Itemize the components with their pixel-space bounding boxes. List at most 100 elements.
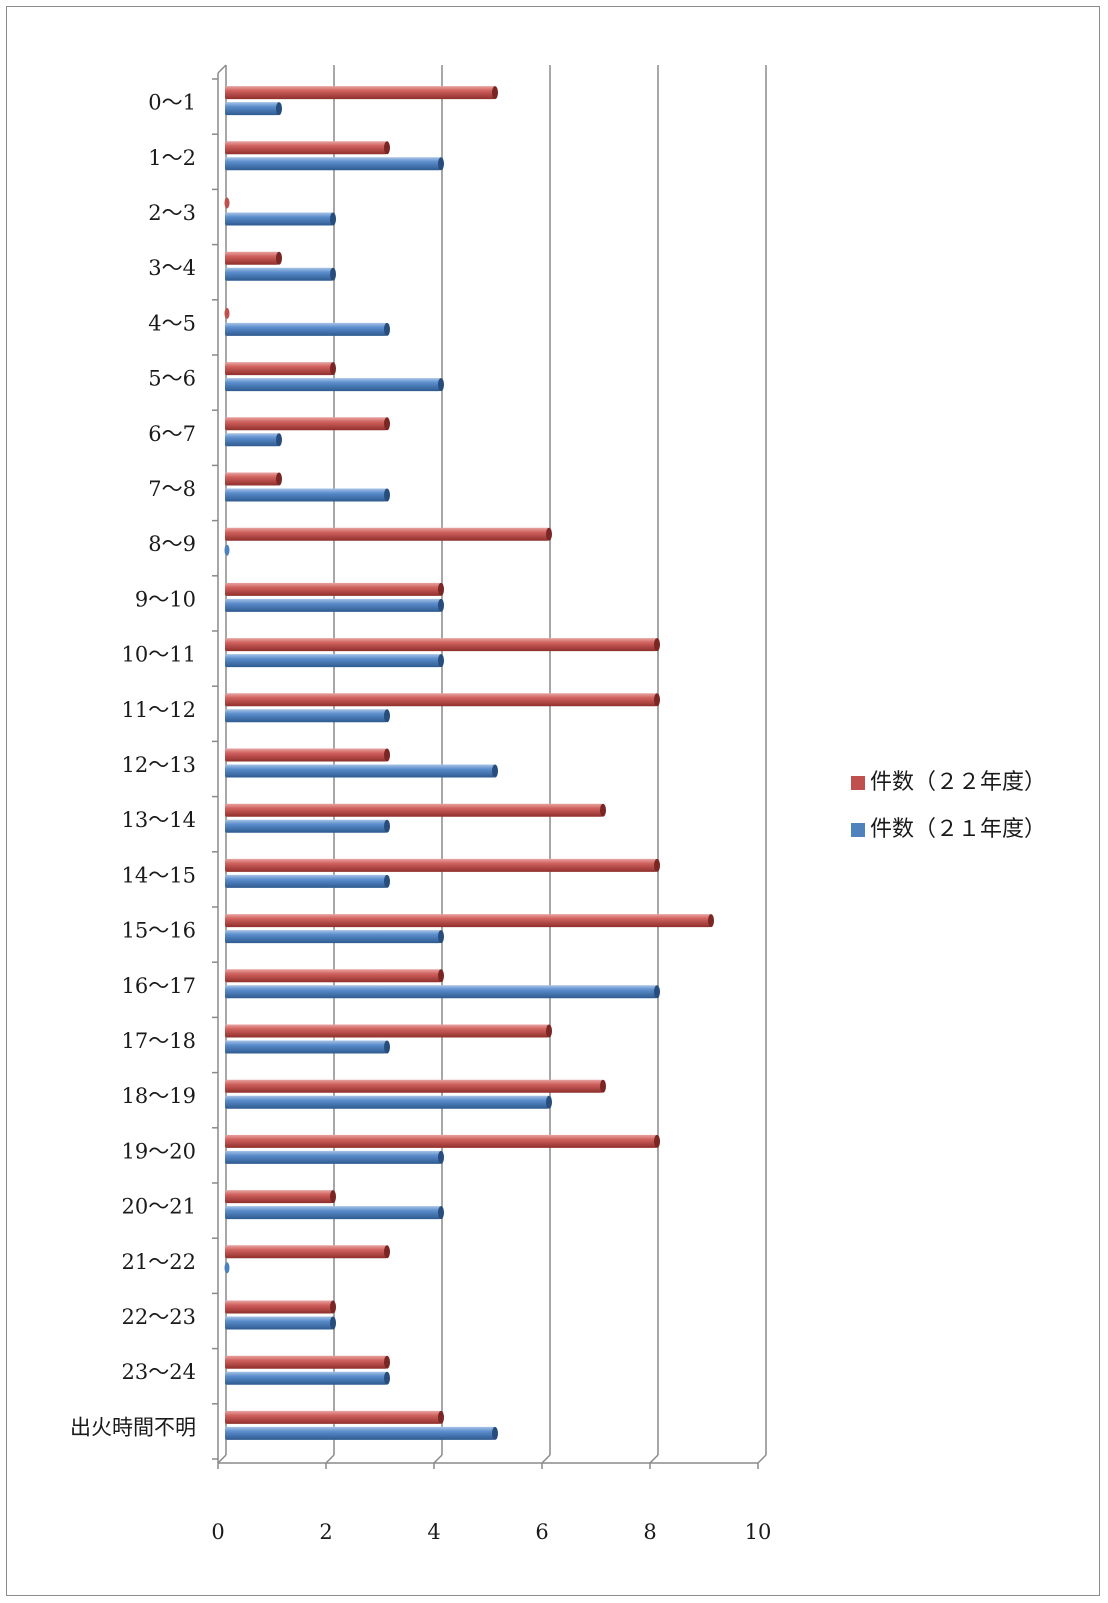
bar [225, 1426, 498, 1440]
bar [225, 1355, 390, 1369]
floor-edge [541, 1454, 551, 1464]
bar-cap [654, 638, 660, 652]
bar-cap [384, 748, 390, 762]
bar [225, 819, 390, 833]
bar-body [225, 322, 387, 336]
bar [225, 709, 390, 723]
category-label: 15～16 [122, 919, 196, 943]
bar [224, 307, 230, 319]
bar-cap [654, 858, 660, 872]
category-label: 4～5 [148, 311, 196, 335]
bar [225, 930, 444, 944]
chart-frame [6, 6, 1100, 1596]
category-label: 8～9 [148, 532, 196, 556]
bar-body [225, 709, 387, 723]
legend-swatch [851, 776, 865, 790]
category-label: 18～19 [122, 1084, 196, 1108]
legend-swatch [851, 823, 865, 837]
bar-body [225, 803, 603, 817]
x-tick-label: 10 [745, 1520, 772, 1544]
category-label: 22～23 [122, 1305, 196, 1329]
bar [225, 1095, 552, 1109]
bar-body [225, 527, 549, 541]
bar-body [225, 1426, 495, 1440]
bar-cap [600, 1079, 606, 1093]
bar-cap [384, 819, 390, 833]
bar [225, 1190, 336, 1204]
bar [225, 417, 390, 431]
category-label: 2～3 [148, 201, 196, 225]
x-tick-label: 6 [535, 1520, 548, 1544]
bar-body [225, 212, 333, 226]
bar-body [225, 1245, 387, 1259]
bar [225, 1245, 390, 1259]
bar [225, 638, 660, 652]
category-label: 出火時間不明 [70, 1415, 196, 1439]
bar-cap [384, 1040, 390, 1054]
legend-label: 件数（２２年度） [870, 770, 1046, 795]
bar [224, 1262, 230, 1274]
bar-cap [438, 930, 444, 944]
bar-cap [224, 544, 230, 556]
category-label: 12～13 [122, 753, 196, 777]
bar [225, 212, 336, 226]
bar-cap [330, 267, 336, 281]
category-label: 11～12 [122, 698, 196, 722]
wall-top-edge [217, 64, 227, 74]
bar-cap [276, 251, 282, 265]
bar [225, 582, 444, 596]
bar [225, 267, 336, 281]
category-label: 10～11 [122, 643, 196, 667]
bars [224, 86, 714, 1440]
bar-body [225, 1371, 387, 1385]
bar-body [225, 1024, 549, 1038]
bar [225, 803, 606, 817]
x-tick-label: 0 [211, 1520, 224, 1544]
bar-cap [330, 1190, 336, 1204]
bar-cap [384, 1245, 390, 1259]
bar-body [225, 472, 279, 486]
bar [225, 157, 444, 171]
bar [225, 1134, 660, 1148]
bar-cap [384, 417, 390, 431]
bar-cap [492, 764, 498, 778]
grid [212, 64, 767, 1469]
bar-cap [708, 914, 714, 928]
bar-body [225, 930, 441, 944]
bar [225, 488, 390, 502]
bar-body [225, 969, 441, 983]
bar-body [225, 141, 387, 155]
bar-body [225, 1134, 657, 1148]
bar-cap [438, 654, 444, 668]
bar-cap [384, 141, 390, 155]
bar-body [225, 693, 657, 707]
category-label: 23～24 [122, 1360, 196, 1384]
bar-cap [546, 1024, 552, 1038]
legend-label: 件数（２１年度） [870, 817, 1046, 842]
bar-body [225, 267, 333, 281]
bar-cap [330, 212, 336, 226]
bar-cap [276, 102, 282, 116]
bar-body [225, 378, 441, 392]
bar-body [225, 433, 279, 447]
bar [225, 914, 714, 928]
bar [225, 1040, 390, 1054]
bar-cap [384, 1371, 390, 1385]
bar-cap [276, 472, 282, 486]
bar [225, 322, 390, 336]
bar [224, 197, 230, 209]
bar-body [225, 748, 387, 762]
category-label: 19～20 [122, 1139, 196, 1163]
bar [225, 251, 282, 265]
bar-body [225, 1300, 333, 1314]
bar-cap [438, 969, 444, 983]
bar-cap [384, 1355, 390, 1369]
category-label: 0～1 [148, 91, 196, 115]
bar [225, 86, 498, 100]
bar-body [225, 654, 441, 668]
bar [225, 654, 444, 668]
category-label: 1～2 [148, 146, 196, 170]
bar-cap [654, 1134, 660, 1148]
bar [225, 1300, 336, 1314]
